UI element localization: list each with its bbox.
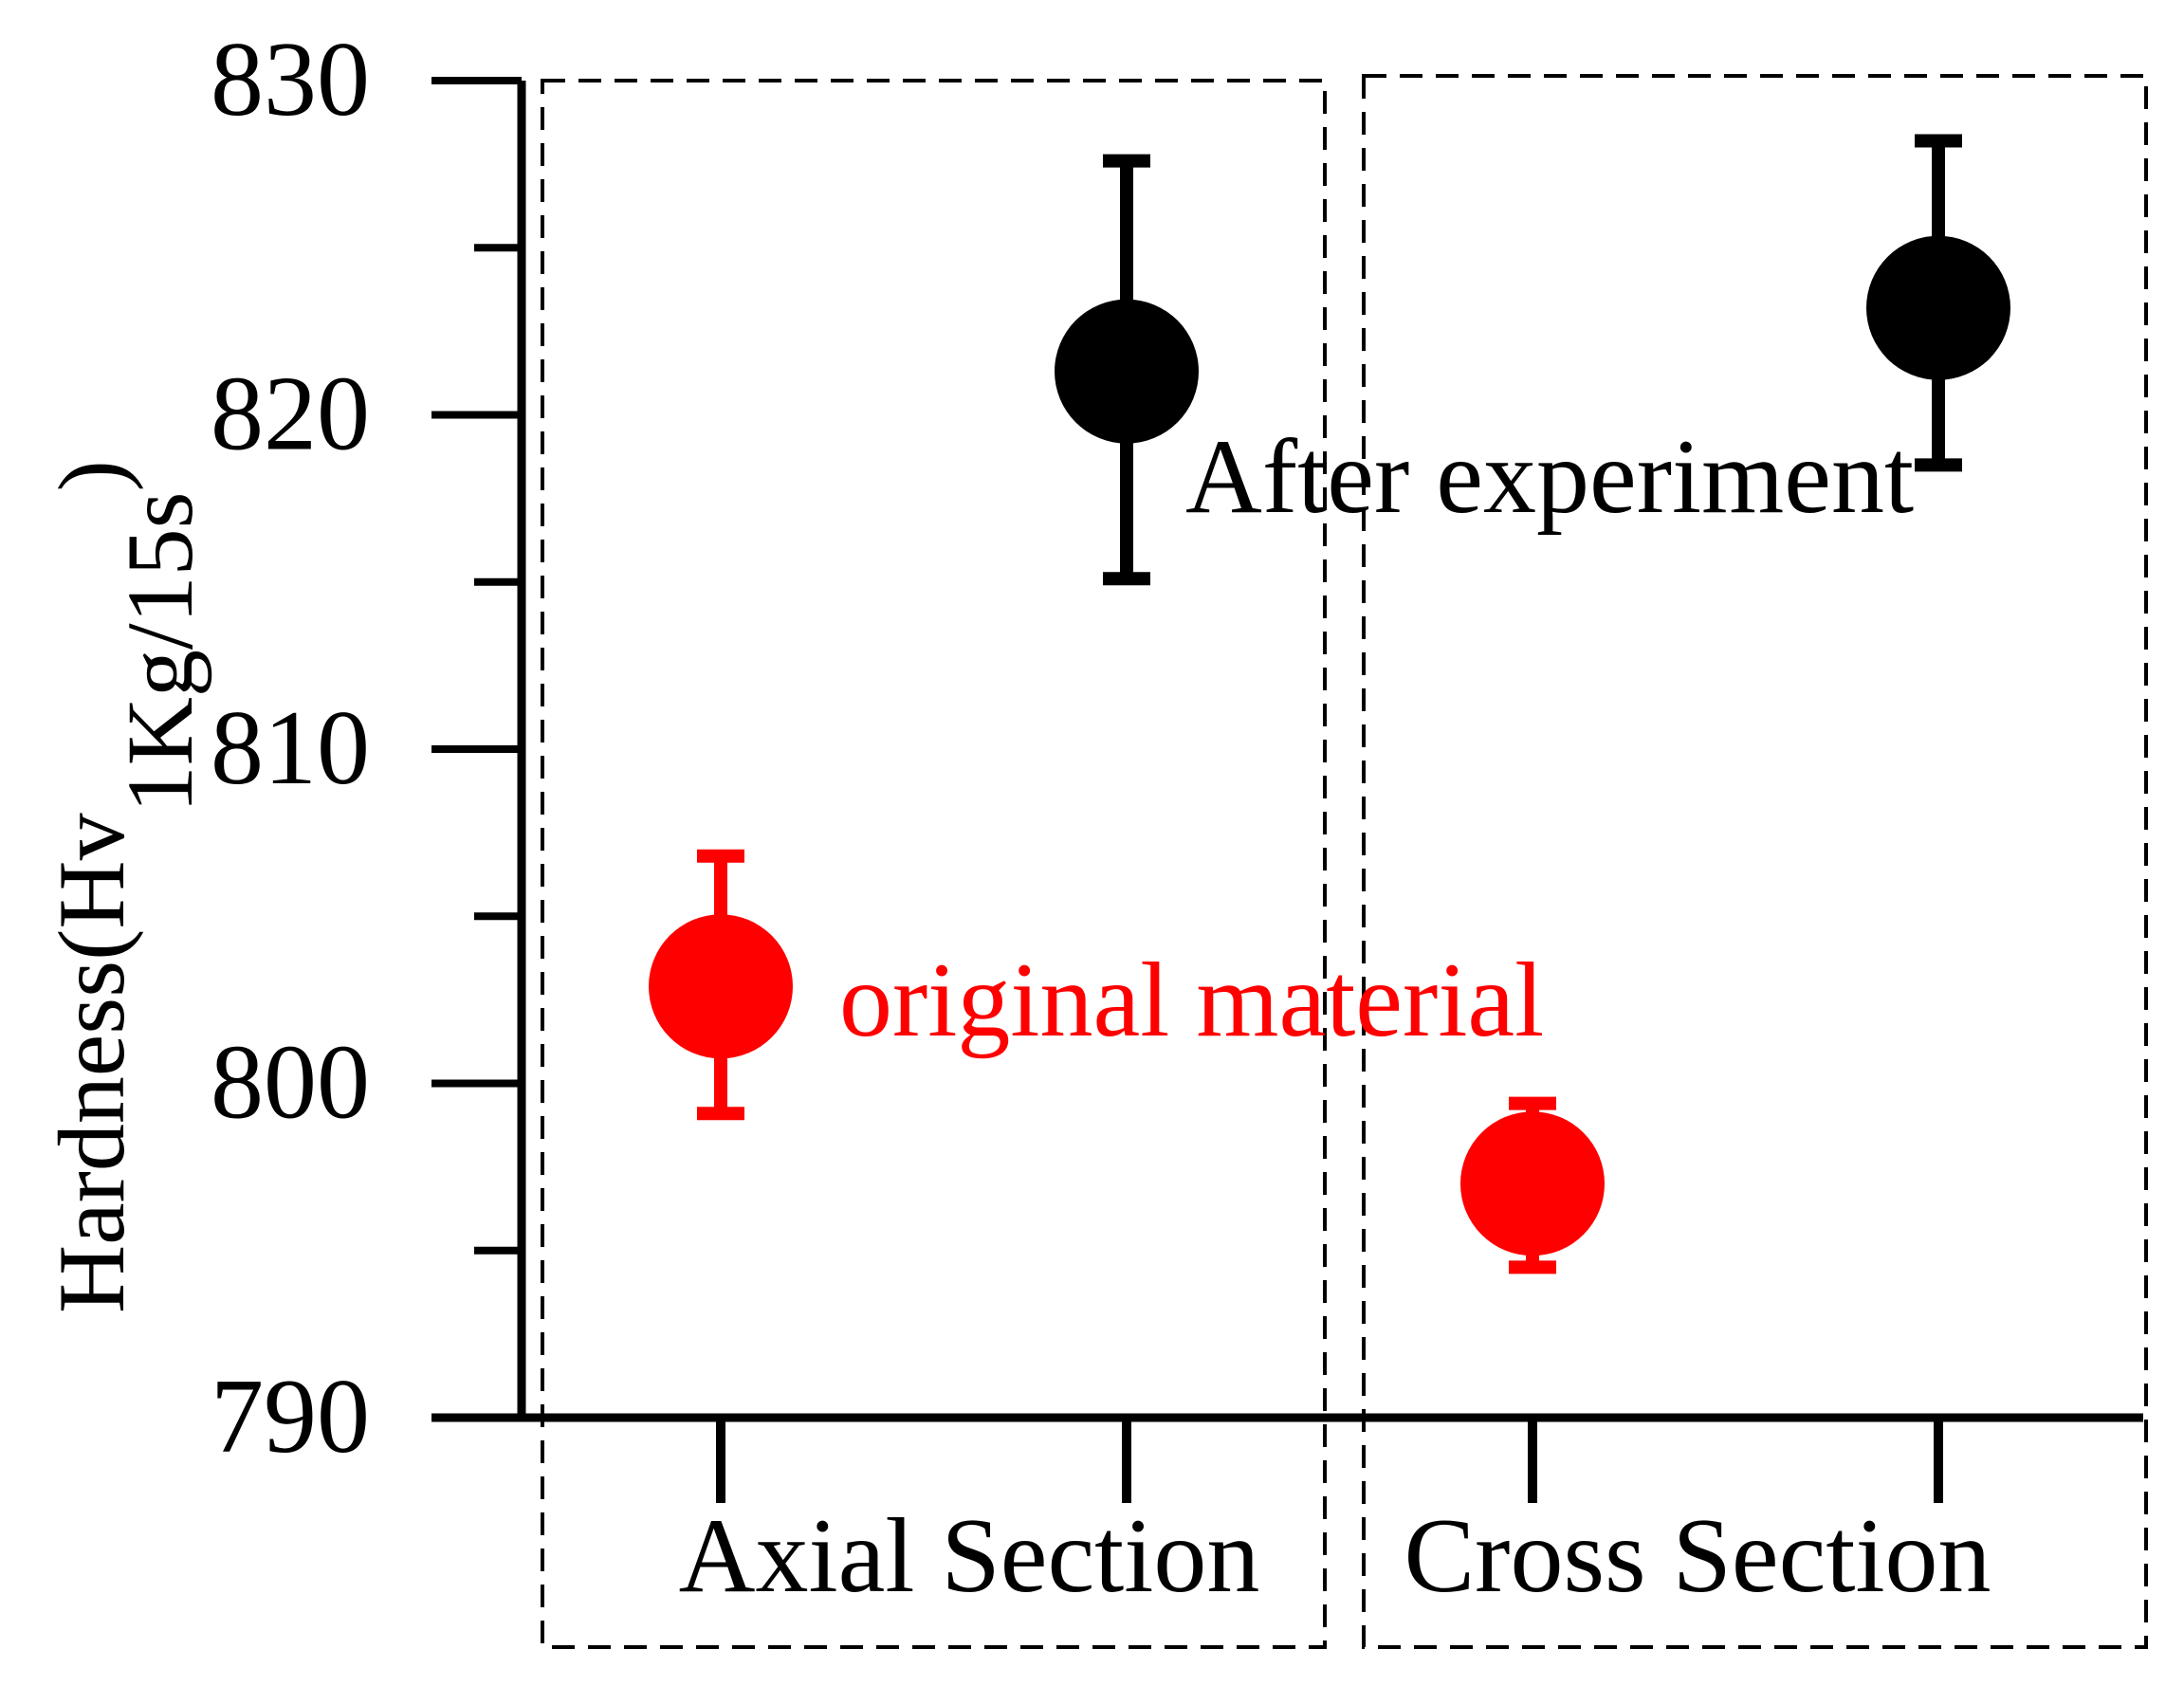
series-1-point-2 (1460, 1096, 1605, 1274)
series-1-point-1 (649, 849, 793, 1121)
x-ticks (716, 1418, 1943, 1503)
group-box-2 (1362, 74, 2148, 1649)
series-labels: original material After experiment (839, 418, 1914, 1059)
group-box-1 (541, 79, 1327, 1649)
series-layer (649, 134, 2010, 1274)
group-label-1: Axial Section (679, 1497, 1260, 1615)
y-tick-label: 820 (211, 356, 370, 473)
series-label-2: After experiment (1185, 418, 1914, 536)
y-axis-label: Hardness(Hv1Kg/15s) (39, 460, 212, 1313)
series-label-1: original material (839, 942, 1544, 1059)
series-2-point-1 (1055, 154, 1199, 586)
data-point (1055, 299, 1199, 444)
y-tick-label: 800 (211, 1024, 370, 1142)
y-axis-label-main: Hardness(Hv (39, 813, 144, 1313)
y-axis-label-close: ) (39, 460, 144, 491)
data-point (649, 914, 793, 1059)
data-point (1866, 235, 2010, 380)
y-ticks: 790 800 810 820 830 (211, 21, 522, 1475)
data-point (1460, 1111, 1605, 1256)
y-axis-label-subscript: 1Kg/15s (107, 491, 212, 813)
group-label-2: Cross Section (1404, 1497, 1991, 1615)
series-2-point-2 (1866, 134, 2010, 472)
y-tick-label: 830 (211, 21, 370, 138)
y-tick-label: 790 (211, 1358, 370, 1475)
group-labels: Axial Section Cross Section (679, 1497, 1991, 1615)
group-boxes (541, 74, 2148, 1649)
y-tick-label: 810 (211, 689, 370, 807)
